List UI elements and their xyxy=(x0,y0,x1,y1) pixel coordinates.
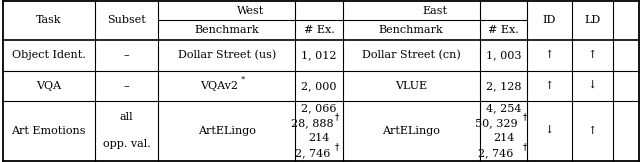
Text: †: † xyxy=(335,112,339,122)
Text: Dollar Street (us): Dollar Street (us) xyxy=(178,50,276,60)
Text: ↑: ↑ xyxy=(588,50,597,60)
Text: 214: 214 xyxy=(308,133,330,143)
Text: ↑: ↑ xyxy=(545,50,554,60)
Text: 1, 003: 1, 003 xyxy=(486,50,521,60)
Text: ArtELingo: ArtELingo xyxy=(382,126,440,136)
Text: 2, 000: 2, 000 xyxy=(301,81,337,91)
Text: Benchmark: Benchmark xyxy=(379,25,444,35)
Text: VQAv2: VQAv2 xyxy=(200,81,238,91)
Text: all: all xyxy=(120,112,134,122)
Text: ↓: ↓ xyxy=(588,81,597,91)
Text: West: West xyxy=(237,6,264,16)
Text: LD: LD xyxy=(584,16,600,25)
Text: †: † xyxy=(522,112,527,122)
Text: East: East xyxy=(422,6,447,16)
Text: Benchmark: Benchmark xyxy=(195,25,259,35)
Text: ArtELingo: ArtELingo xyxy=(198,126,256,136)
Text: ↑: ↑ xyxy=(545,81,554,91)
Text: # Ex.: # Ex. xyxy=(304,25,335,35)
Text: †: † xyxy=(335,142,339,151)
Text: Subset: Subset xyxy=(108,16,146,25)
Text: ↓: ↓ xyxy=(545,126,554,136)
Text: –: – xyxy=(124,81,129,91)
Text: 2, 128: 2, 128 xyxy=(486,81,521,91)
Text: 1, 012: 1, 012 xyxy=(301,50,337,60)
Text: *: * xyxy=(241,75,245,83)
Text: ID: ID xyxy=(543,16,556,25)
Text: Object Ident.: Object Ident. xyxy=(12,50,86,60)
Text: 28, 888: 28, 888 xyxy=(291,118,334,128)
Text: VQA: VQA xyxy=(36,81,61,91)
Text: 50, 329: 50, 329 xyxy=(474,118,517,128)
Text: 214: 214 xyxy=(493,133,514,143)
Text: Task: Task xyxy=(36,16,61,25)
Text: 2, 746: 2, 746 xyxy=(295,148,330,158)
Text: 2, 746: 2, 746 xyxy=(478,148,513,158)
Text: –: – xyxy=(124,50,129,60)
Text: opp. val.: opp. val. xyxy=(103,139,150,150)
Text: 4, 254: 4, 254 xyxy=(486,103,521,113)
Text: ↑: ↑ xyxy=(588,126,597,136)
Text: VLUE: VLUE xyxy=(396,81,428,91)
Text: Art Emotions: Art Emotions xyxy=(12,126,86,136)
Text: †: † xyxy=(522,142,527,151)
Text: 2, 066: 2, 066 xyxy=(301,103,337,113)
Text: # Ex.: # Ex. xyxy=(488,25,519,35)
Text: Dollar Street (cn): Dollar Street (cn) xyxy=(362,50,461,60)
